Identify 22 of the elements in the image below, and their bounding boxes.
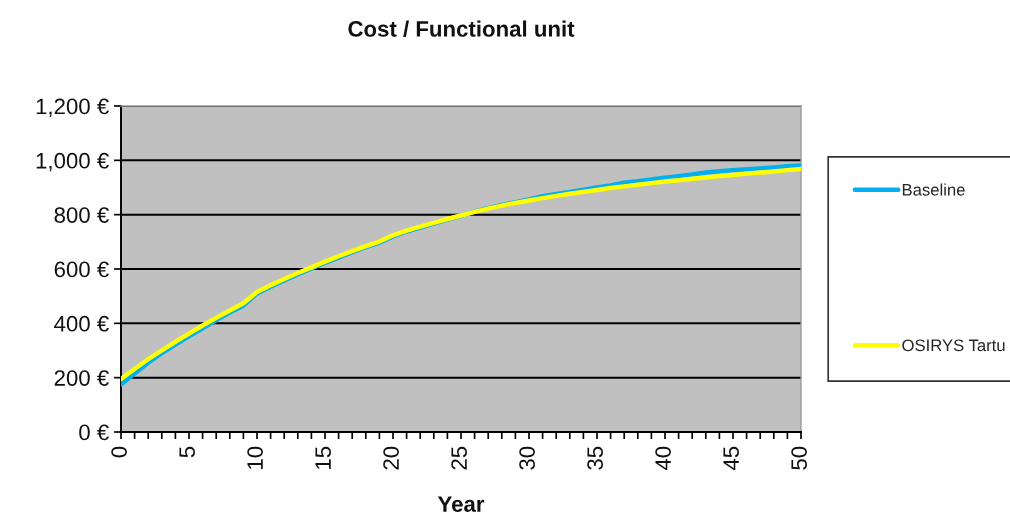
x-tick-label: 40 (655, 446, 671, 471)
y-tick-label: 0 € (79, 424, 109, 441)
x-tick-label: 45 (723, 446, 739, 471)
y-tick-label: 800 € (54, 207, 109, 223)
y-tick-label: 1,000 € (36, 152, 109, 172)
x-tick-label: 20 (383, 446, 399, 470)
y-tick-label: 400 € (54, 315, 109, 332)
x-tick-label: 30 (519, 446, 535, 470)
legend-label: OSIRYS Tartu (902, 339, 1005, 352)
x-axis-title: Year (437, 496, 485, 512)
x-tick-label: 35 (587, 446, 603, 470)
legend-label: Baseline (902, 183, 965, 196)
y-tick-label: 200 € (54, 370, 109, 386)
x-tick-label: 10 (247, 446, 263, 469)
x-tick-label: 5 (179, 446, 195, 458)
y-tick-label: 600 € (54, 261, 109, 278)
x-tick-label: 0 (111, 446, 127, 458)
x-tick-label: 15 (315, 446, 331, 469)
y-tick-label: 1,200 € (36, 98, 109, 117)
chart-title: Cost / Functional unit (348, 20, 575, 37)
x-tick-label: 50 (791, 446, 807, 470)
x-tick-label: 25 (451, 446, 467, 470)
